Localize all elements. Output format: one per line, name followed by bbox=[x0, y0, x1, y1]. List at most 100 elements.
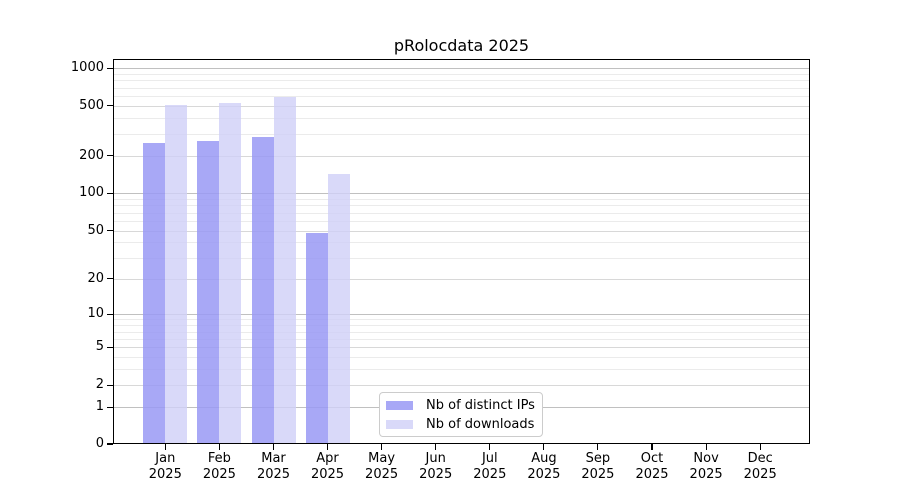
legend-swatch-distinct-ips bbox=[386, 400, 413, 410]
legend-label-downloads: Nb of downloads bbox=[426, 416, 535, 432]
gridline-40 bbox=[113, 242, 810, 244]
x-tick-month: Jan bbox=[155, 451, 176, 466]
x-tick-year: 2025 bbox=[256, 467, 291, 482]
legend-item-downloads: Nb of downloads bbox=[386, 416, 542, 432]
x-tick-year: 2025 bbox=[743, 467, 777, 482]
gridline-300 bbox=[113, 133, 810, 135]
bar-nb-of-downloads-apr bbox=[327, 173, 350, 444]
y-tick-500 bbox=[107, 105, 113, 107]
x-tick-dec bbox=[759, 444, 761, 450]
x-tick-label-nov: Nov 2025 bbox=[674, 451, 738, 483]
x-tick-label-sep: Sep 2025 bbox=[566, 451, 630, 483]
x-tick-label-mar: Mar 2025 bbox=[242, 451, 306, 483]
y-tick-1000 bbox=[107, 67, 113, 69]
y-tick-50 bbox=[107, 229, 113, 232]
y-tick-label-100: 100 bbox=[79, 185, 104, 201]
bar-nb-of-downloads-mar bbox=[273, 97, 296, 444]
gridline-30 bbox=[113, 257, 810, 259]
x-tick-mar bbox=[272, 444, 275, 450]
y-tick-label-10: 10 bbox=[87, 306, 104, 322]
gridline-800 bbox=[113, 80, 810, 82]
x-tick-month: Jul bbox=[481, 451, 498, 466]
x-tick-label-oct: Oct 2025 bbox=[620, 451, 684, 483]
gridline-90 bbox=[113, 198, 810, 200]
y-tick-label-500: 500 bbox=[79, 97, 104, 113]
legend-swatch-downloads bbox=[386, 419, 413, 429]
bar-nb-of-downloads-feb bbox=[219, 102, 242, 444]
y-tick-0 bbox=[107, 443, 113, 445]
gridline-20 bbox=[113, 278, 810, 280]
y-tick-1 bbox=[107, 406, 113, 408]
x-tick-month: Nov bbox=[693, 451, 719, 466]
x-tick-jan bbox=[164, 444, 166, 450]
y-tick-2 bbox=[107, 384, 113, 386]
y-tick-label-1000: 1000 bbox=[70, 60, 104, 76]
gridline-5 bbox=[113, 347, 810, 349]
chart-legend: Nb of distinct IPs Nb of downloads bbox=[379, 392, 543, 437]
gridline-6 bbox=[113, 338, 810, 340]
x-tick-month: Sep bbox=[585, 451, 611, 466]
gridline-50 bbox=[113, 230, 810, 232]
x-tick-year: 2025 bbox=[635, 467, 669, 482]
x-tick-jul bbox=[489, 444, 491, 450]
x-tick-label-may: May 2025 bbox=[350, 451, 414, 483]
x-tick-year: 2025 bbox=[202, 467, 236, 482]
gridline-900 bbox=[113, 73, 810, 75]
x-tick-year: 2025 bbox=[419, 467, 453, 482]
x-tick-aug bbox=[543, 444, 545, 450]
x-tick-jun bbox=[435, 444, 437, 450]
x-tick-month: May bbox=[368, 451, 396, 466]
y-tick-label-5: 5 bbox=[95, 339, 104, 355]
bar-nb-of-distinct-ips-jan bbox=[143, 142, 166, 444]
x-tick-label-aug: Aug 2025 bbox=[512, 451, 576, 483]
x-tick-month: Aug bbox=[531, 451, 557, 466]
x-tick-month: Dec bbox=[747, 451, 773, 466]
x-tick-nov bbox=[705, 444, 707, 450]
x-tick-month: Oct bbox=[640, 451, 664, 466]
gridline-10 bbox=[113, 314, 810, 316]
x-tick-label-jun: Jun 2025 bbox=[404, 451, 468, 483]
x-tick-label-feb: Feb 2025 bbox=[187, 451, 251, 483]
bar-nb-of-distinct-ips-feb bbox=[197, 141, 220, 444]
x-tick-year: 2025 bbox=[148, 467, 182, 482]
x-tick-feb bbox=[218, 444, 220, 450]
x-tick-sep bbox=[597, 444, 599, 450]
legend-item-distinct-ips: Nb of distinct IPs bbox=[386, 397, 542, 413]
x-tick-label-jan: Jan 2025 bbox=[133, 451, 197, 483]
y-tick-20 bbox=[107, 278, 113, 280]
x-tick-month: Feb bbox=[207, 451, 231, 466]
x-tick-year: 2025 bbox=[527, 467, 561, 482]
y-tick-200 bbox=[107, 155, 113, 157]
y-tick-label-0: 0 bbox=[95, 436, 104, 451]
x-tick-may bbox=[381, 444, 383, 450]
y-tick-10 bbox=[107, 313, 113, 315]
x-tick-label-apr: Apr 2025 bbox=[296, 451, 360, 483]
x-tick-year: 2025 bbox=[473, 467, 507, 482]
x-tick-month: Apr bbox=[316, 451, 339, 466]
gridline-600 bbox=[113, 96, 810, 97]
bar-nb-of-distinct-ips-mar bbox=[251, 136, 274, 444]
x-tick-year: 2025 bbox=[310, 467, 345, 482]
gridline-60 bbox=[113, 220, 810, 222]
gridline-100 bbox=[113, 193, 810, 195]
gridline-1000 bbox=[113, 68, 810, 70]
gridline-400 bbox=[113, 118, 810, 119]
gridline-70 bbox=[113, 212, 810, 214]
gridline-8 bbox=[113, 325, 810, 327]
gridline-3 bbox=[113, 369, 810, 371]
bar-nb-of-distinct-ips-apr bbox=[305, 232, 328, 444]
y-tick-label-200: 200 bbox=[79, 147, 104, 163]
x-tick-year: 2025 bbox=[689, 467, 723, 482]
gridline-700 bbox=[113, 87, 810, 89]
gridline-9 bbox=[113, 319, 810, 321]
y-tick-label-1: 1 bbox=[95, 399, 104, 415]
gridline-4 bbox=[113, 357, 810, 359]
gridline-7 bbox=[113, 331, 810, 333]
legend-label-distinct-ips: Nb of distinct IPs bbox=[426, 397, 535, 413]
gridline-80 bbox=[113, 205, 810, 207]
y-tick-label-20: 20 bbox=[87, 270, 104, 286]
x-tick-year: 2025 bbox=[365, 467, 399, 482]
y-tick-100 bbox=[107, 192, 113, 194]
y-tick-label-50: 50 bbox=[87, 222, 104, 238]
